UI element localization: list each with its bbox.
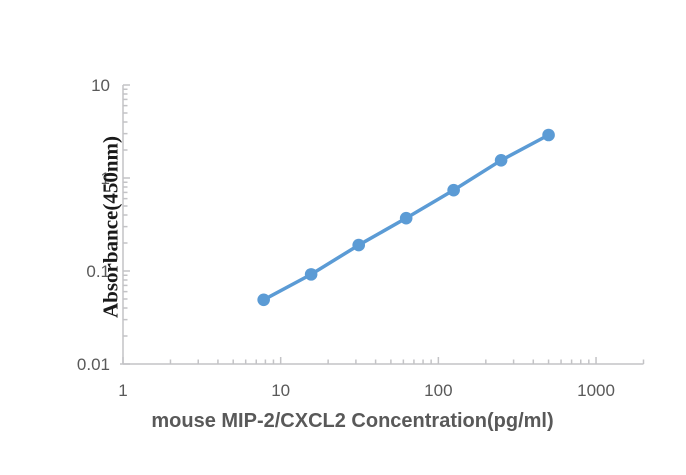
x-tick-label: 1000	[577, 381, 615, 400]
y-tick-label: 1	[101, 169, 110, 188]
data-point-marker	[304, 268, 318, 281]
y-tick-label: 0.01	[77, 355, 110, 374]
data-point-marker	[542, 128, 555, 142]
data-point-marker	[447, 183, 460, 197]
x-tick-label: 100	[424, 381, 452, 400]
y-tick-label: 10	[91, 76, 110, 95]
y-tick-label: 0.1	[86, 262, 110, 281]
data-point-marker	[352, 238, 366, 252]
x-tick-label: 10	[271, 381, 290, 400]
data-point-marker	[494, 153, 508, 167]
data-point-marker	[399, 211, 413, 225]
x-tick-label: 1	[118, 381, 127, 400]
x-axis-title: mouse MIP-2/CXCL2 Concentration(pg/ml)	[151, 410, 554, 432]
data-point-marker	[257, 293, 270, 307]
y-axis-title: Absorbance(450nm)	[98, 136, 123, 318]
